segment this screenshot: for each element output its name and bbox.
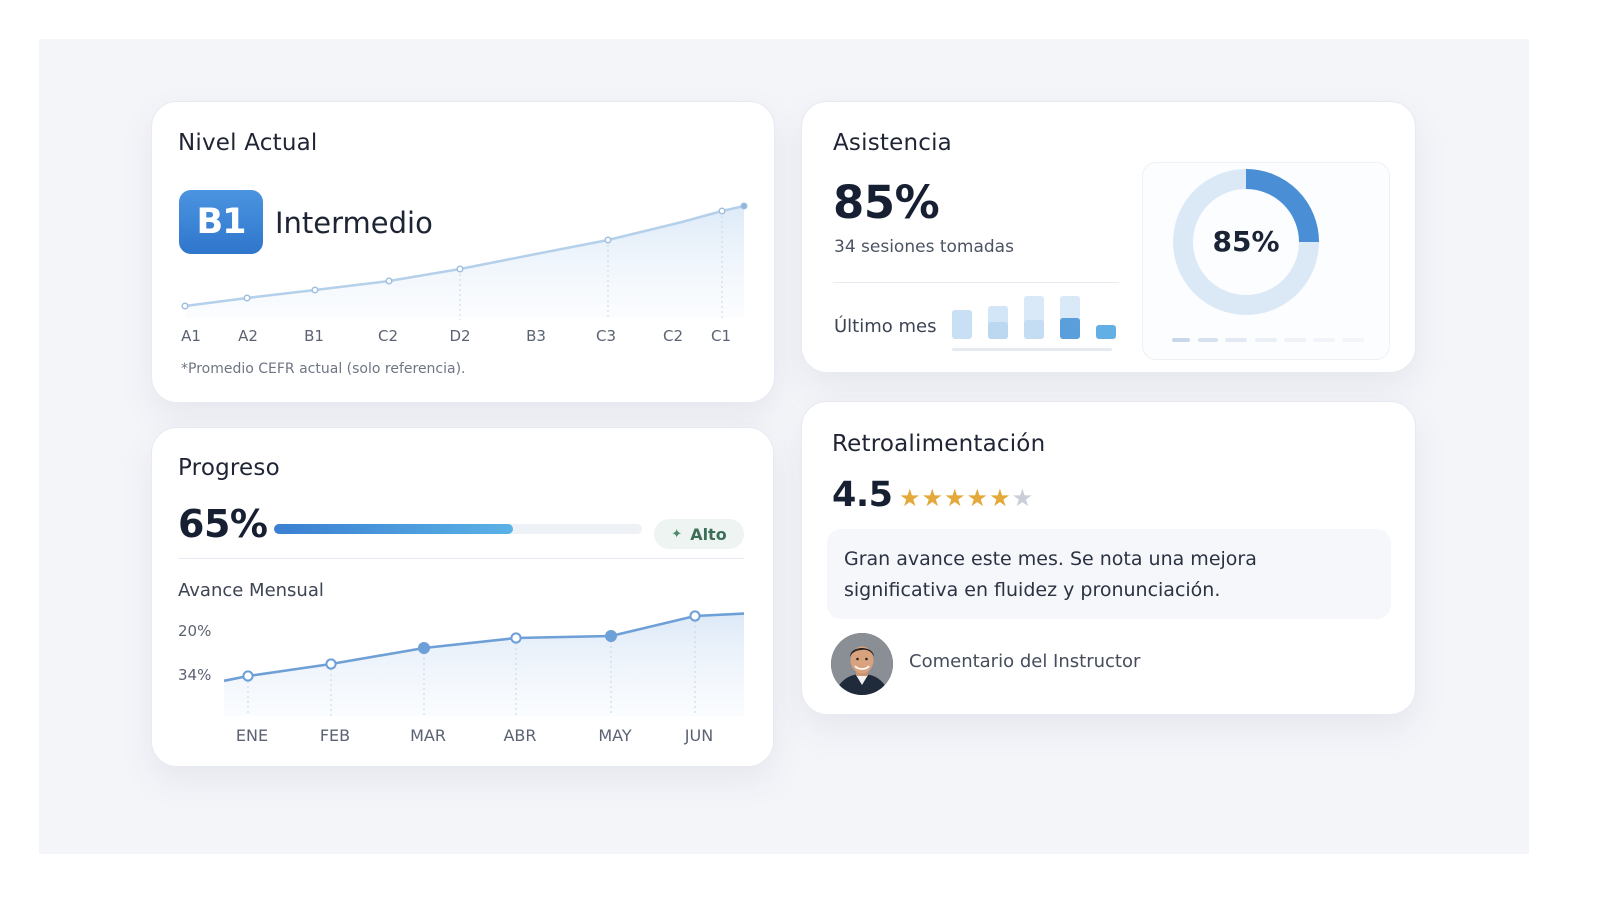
- star-filled-icon: ★: [921, 484, 945, 512]
- level-badge: B1: [179, 190, 263, 254]
- chart-point: [242, 670, 254, 682]
- sparkle-icon: ✦: [671, 526, 683, 542]
- x-axis-label: MAR: [410, 726, 446, 745]
- month-bar-fill: [1024, 320, 1044, 339]
- feedback-comment: Gran avance este mes. Se nota una mejora…: [827, 529, 1391, 619]
- level-axis-label: C1: [711, 327, 731, 345]
- level-point: [740, 202, 748, 210]
- instructor-comment-label: Comentario del Instructor: [909, 651, 1141, 672]
- level-axis-label: A2: [238, 327, 258, 345]
- feedback-card-title: Retroalimentación: [832, 431, 1046, 457]
- chart-point: [605, 630, 617, 642]
- level-axis-label: C2: [663, 327, 683, 345]
- star-filled-icon: ★: [966, 484, 990, 512]
- level-axis-label: B3: [526, 327, 546, 345]
- level-point: [604, 236, 612, 244]
- chart-point: [418, 642, 430, 654]
- level-point: [385, 277, 393, 285]
- level-tag-label: Alto: [690, 524, 727, 544]
- donut-dot: [1225, 338, 1247, 342]
- level-point: [243, 294, 251, 302]
- star-empty-icon: ★: [1011, 484, 1035, 512]
- progress-card: Progreso 65% ✦ Alto Avance Mensual 20% 3…: [151, 427, 774, 767]
- attendance-donut: [1172, 169, 1364, 342]
- level-line: [184, 204, 745, 308]
- level-card: Nivel Actual B1 Intermedio: [151, 101, 775, 403]
- level-card-title: Nivel Actual: [178, 130, 318, 156]
- level-tag: ✦ Alto: [654, 519, 744, 549]
- donut-dot: [1284, 338, 1306, 342]
- dashboard-canvas: Nivel Actual B1 Intermedio: [39, 39, 1529, 854]
- x-axis-label: ENE: [236, 726, 268, 745]
- last-month-bars: [952, 296, 1116, 351]
- attendance-value: 85%: [833, 176, 940, 229]
- attendance-card-title: Asistencia: [833, 130, 952, 156]
- monthly-progress-chart: 20% 34% ENE FEB MAR ABR MAY JUN: [178, 610, 745, 745]
- month-bar-fill: [988, 322, 1008, 339]
- progress-divider: [178, 558, 744, 559]
- x-axis-label: FEB: [320, 726, 350, 745]
- month-bar: [952, 310, 972, 339]
- donut-dot: [1255, 338, 1277, 342]
- month-bar-fill: [1060, 318, 1080, 339]
- chart-point: [689, 610, 701, 622]
- level-trend-chart: A1 A2 B1 C2 D2 B3 C3 C2 C1: [181, 202, 748, 345]
- donut-arc: [1173, 169, 1319, 315]
- level-axis-label: C2: [378, 327, 398, 345]
- x-axis-label: JUN: [684, 726, 713, 745]
- month-bar-baseline: [952, 348, 1112, 351]
- level-axis-label: C3: [596, 327, 616, 345]
- chart-title: Avance Mensual: [178, 580, 324, 601]
- chart-area: [224, 613, 744, 716]
- level-name: Intermedio: [275, 206, 433, 240]
- progress-card-title: Progreso: [178, 455, 280, 481]
- level-point: [456, 265, 464, 273]
- rating-stars: ★★★★★★: [899, 484, 1034, 512]
- instructor-photo: [831, 633, 893, 695]
- star-filled-icon: ★: [989, 484, 1012, 512]
- level-area: [185, 206, 744, 317]
- level-axis-label: D2: [449, 327, 470, 345]
- instructor-avatar[interactable]: [831, 633, 893, 695]
- chart-point: [510, 632, 522, 644]
- feedback-card: Retroalimentación 4.5 ★★★★★★ Gran avance…: [801, 401, 1416, 715]
- rating-value: 4.5: [832, 475, 893, 515]
- sessions-count: 34 sesiones tomadas: [834, 237, 1014, 257]
- last-month-label: Último mes: [834, 316, 937, 337]
- y-tick-label: 20%: [178, 622, 211, 640]
- level-point: [718, 207, 726, 215]
- star-filled-icon: ★: [899, 484, 922, 512]
- level-point: [181, 302, 189, 310]
- donut-dot: [1342, 338, 1364, 342]
- donut-dot: [1198, 338, 1218, 342]
- star-filled-icon: ★: [944, 484, 967, 512]
- attendance-card: Asistencia 85% 34 sesiones tomadas Últim…: [801, 101, 1416, 373]
- donut-panel: 85%: [1142, 162, 1390, 360]
- y-tick-label: 34%: [178, 666, 211, 684]
- level-axis-label: A1: [181, 327, 201, 345]
- level-note: *Promedio CEFR actual (solo referencia).: [181, 361, 466, 377]
- progress-bar-fill: [274, 524, 514, 534]
- x-axis-label: ABR: [503, 726, 536, 745]
- chart-line: [223, 612, 745, 683]
- level-point: [311, 286, 319, 294]
- donut-value: 85%: [1212, 225, 1280, 258]
- level-axis-label: B1: [304, 327, 324, 345]
- x-axis-label: MAY: [598, 726, 632, 745]
- progress-value: 65%: [178, 502, 268, 546]
- donut-dot: [1313, 338, 1335, 342]
- chart-point: [325, 658, 337, 670]
- progress-bar: [274, 524, 642, 534]
- attendance-divider: [833, 282, 1119, 283]
- donut-dot: [1172, 338, 1190, 342]
- month-bar: [1096, 325, 1116, 339]
